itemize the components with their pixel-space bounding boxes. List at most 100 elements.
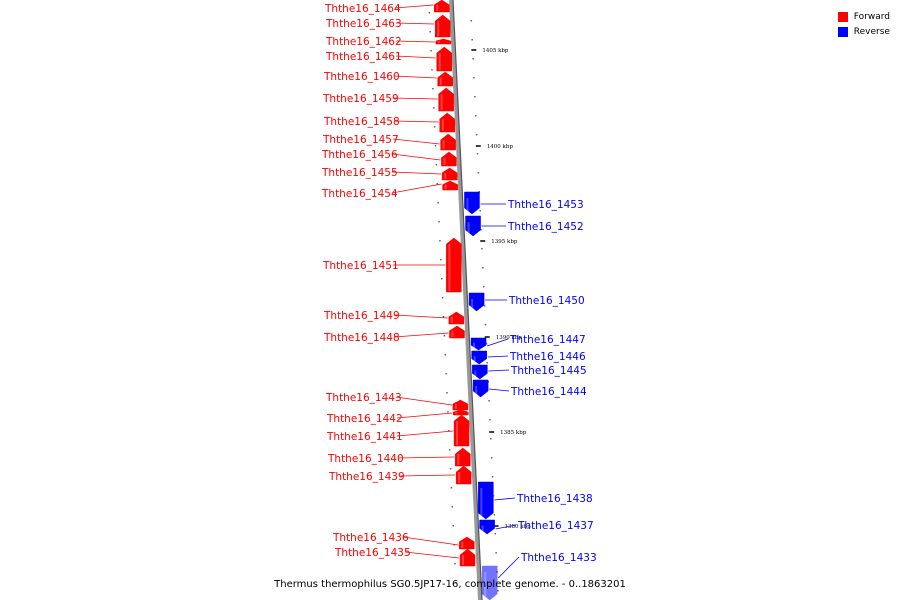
gene-connector: [486, 338, 509, 347]
gene-label: Ththe16_1443: [325, 392, 402, 404]
track-dot: [471, 39, 473, 41]
track-dot: [442, 316, 445, 318]
gene-arrow-ththe16-1461: [436, 46, 453, 72]
gene-connector: [393, 120, 439, 123]
gene-highlight: [439, 77, 442, 85]
track-dot: [451, 506, 454, 508]
track-dot: [482, 286, 485, 288]
track-dot: [440, 259, 442, 261]
gene-arrow-ththe16-1453: [464, 191, 480, 215]
track-dot: [474, 115, 477, 117]
legend-forward: Forward: [837, 9, 890, 24]
track-dot: [445, 373, 447, 375]
gene-label: Ththe16_1445: [510, 365, 587, 377]
track-dot: [437, 202, 439, 204]
gene-arrow-ththe16-1456: [441, 151, 457, 167]
gene-label: Ththe16_1453: [507, 199, 584, 211]
track-dot: [428, 12, 431, 14]
gene-label: Ththe16_1456: [321, 149, 398, 161]
gene-connector: [391, 171, 442, 175]
gene-arrow-ththe16-1449: [448, 311, 465, 325]
axis-tick-label: 1395 kbp: [491, 239, 518, 245]
axis-tick-label: 1400 kbp: [487, 144, 514, 150]
gene-connector: [394, 4, 434, 9]
gene-arrow-ththe16-1458: [439, 112, 455, 133]
gene-arrow-ththe16-1464: [434, 0, 450, 13]
track-dot: [450, 487, 453, 489]
gene-highlight: [473, 356, 476, 363]
track-dot: [482, 267, 484, 269]
track-dot: [433, 126, 436, 128]
gene-arrow-ththe16-1448: [449, 325, 465, 339]
track-dot: [490, 438, 492, 440]
track-dot: [473, 77, 475, 79]
track-dot: [431, 69, 433, 71]
gene-highlight: [458, 472, 461, 483]
gene-arrow-ththe16-1460: [437, 71, 453, 87]
gene-highlight: [437, 21, 440, 36]
gene-highlight: [436, 4, 439, 11]
gene-connector: [397, 456, 455, 459]
track-dot: [452, 525, 454, 527]
gene-label: Ththe16_1435: [334, 547, 411, 559]
gene-arrow-ththe16-1463: [434, 14, 451, 38]
axis-tick-label: 1390 kbp: [496, 335, 523, 341]
gene-connector: [396, 412, 453, 419]
gene-label: Ththe16_1455: [321, 167, 398, 179]
track-dot: [475, 134, 478, 136]
gene-arrow-ththe16-1454: [442, 180, 458, 191]
gene-arrow-ththe16-1444: [472, 379, 489, 398]
track-dot: [486, 362, 489, 364]
legend-reverse-label: Reverse: [853, 26, 890, 37]
track-dot: [493, 514, 496, 516]
gene-connector: [393, 75, 437, 79]
gene-connector: [395, 55, 436, 59]
gene-connector: [398, 474, 456, 477]
gene-highlight: [454, 404, 457, 409]
reverse-swatch: [837, 26, 848, 37]
gene-highlight: [450, 316, 453, 323]
gene-label: Ththe16_1451: [322, 260, 399, 272]
gene-arrow-ththe16-1435: [459, 548, 476, 567]
gene-connector: [396, 430, 454, 437]
gene-highlight: [457, 454, 460, 465]
gene-label: Ththe16_1441: [326, 431, 403, 443]
axis-tick-label: 1405 kbp: [482, 48, 509, 54]
track-dot: [432, 88, 434, 90]
track-dot: [481, 248, 483, 250]
gene-label: Ththe16_1444: [510, 386, 587, 398]
legend-forward-label: Forward: [853, 11, 890, 22]
gene-label: Ththe16_1461: [325, 51, 402, 63]
gene-highlight: [481, 525, 484, 533]
gene-highlight: [473, 342, 476, 349]
gene-highlight: [461, 541, 464, 548]
gene-arrow-ththe16-1450: [468, 292, 485, 312]
track-dot: [455, 582, 457, 584]
gene-label: Ththe16_1440: [327, 453, 404, 465]
gene-label: Ththe16_1454: [321, 188, 398, 200]
track-dot: [474, 96, 476, 98]
gene-connector: [395, 22, 435, 25]
track-dot: [432, 107, 435, 109]
gene-label: Ththe16_1446: [509, 351, 586, 363]
gene-arrow-ththe16-1441: [453, 414, 470, 447]
track-dot: [436, 183, 439, 185]
track-dot: [440, 278, 443, 280]
track-dot: [430, 50, 432, 52]
track-dot: [429, 31, 431, 33]
track-dot: [435, 164, 438, 166]
track-dot: [439, 240, 441, 242]
gene-label: Ththe16_1449: [323, 310, 400, 322]
gene-highlight: [444, 172, 447, 179]
gene-label: Ththe16_1442: [326, 413, 403, 425]
gene-connector: [395, 40, 435, 43]
track-dot: [495, 552, 497, 554]
gene-arrow-ththe16-1442: [453, 409, 469, 416]
gene-highlight: [467, 222, 470, 235]
axis-tick-label: 1380 kbp: [505, 524, 532, 530]
track-dot: [489, 419, 491, 421]
gene-arrow-ththe16-1445: [472, 364, 488, 380]
gene-label: Ththe16_1460: [323, 71, 400, 83]
legend-reverse: Reverse: [837, 24, 890, 39]
gene-label: Ththe16_1464: [324, 3, 401, 15]
